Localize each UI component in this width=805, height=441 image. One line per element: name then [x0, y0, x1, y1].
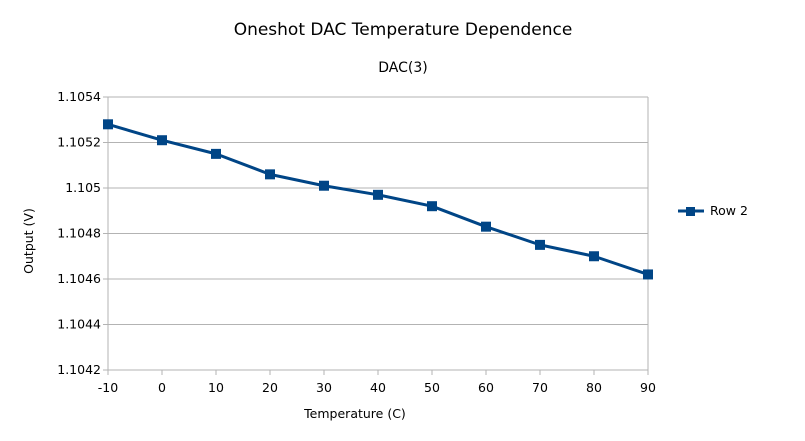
- x-axis-label: Temperature (C): [303, 406, 406, 421]
- y-axis-label: Output (V): [21, 208, 36, 274]
- x-tick-labels: -10 0 10 20 30 40 50 60 70 80 90: [98, 380, 656, 395]
- x-tick-label: 60: [478, 380, 494, 395]
- data-point: [643, 269, 653, 280]
- x-tick-label: 10: [208, 380, 224, 395]
- chart-title: Oneshot DAC Temperature Dependence: [234, 20, 573, 40]
- data-point: [481, 221, 491, 232]
- y-tick-label: 1.1054: [57, 89, 101, 104]
- data-point: [157, 135, 167, 146]
- x-tick-label: 50: [424, 380, 440, 395]
- x-tick-label: 40: [370, 380, 386, 395]
- axes: [103, 96, 649, 375]
- y-tick-label: 1.1052: [57, 135, 101, 150]
- chart-subtitle: DAC(3): [378, 60, 427, 76]
- data-point: [589, 251, 599, 262]
- legend: Row 2: [678, 203, 748, 218]
- y-tick-labels: 1.1042 1.1044 1.1046 1.1048 1.105 1.1052 1.105…: [57, 89, 101, 377]
- legend-label: Row 2: [710, 203, 748, 218]
- y-tick-label: 1.1046: [57, 271, 101, 286]
- data-point: [373, 189, 383, 200]
- y-tick-label: 1.1042: [57, 362, 101, 377]
- x-tick-label: 80: [586, 380, 602, 395]
- grid-lines: [108, 96, 648, 371]
- x-tick-label: 30: [316, 380, 332, 395]
- data-point: [211, 148, 221, 159]
- legend-marker: [686, 207, 695, 216]
- data-point: [265, 169, 275, 180]
- x-tick-label: 20: [262, 380, 278, 395]
- y-tick-label: 1.105: [65, 180, 101, 195]
- x-tick-label: 90: [640, 380, 656, 395]
- x-tick-label: 70: [532, 380, 548, 395]
- data-point: [535, 239, 545, 250]
- data-point: [427, 201, 437, 212]
- data-point: [103, 119, 113, 130]
- data-point: [319, 180, 329, 191]
- x-tick-label: 0: [158, 380, 166, 395]
- series-row-2: [103, 119, 653, 280]
- y-tick-label: 1.1044: [57, 317, 101, 332]
- x-tick-label: -10: [98, 380, 118, 395]
- y-tick-label: 1.1048: [57, 226, 101, 241]
